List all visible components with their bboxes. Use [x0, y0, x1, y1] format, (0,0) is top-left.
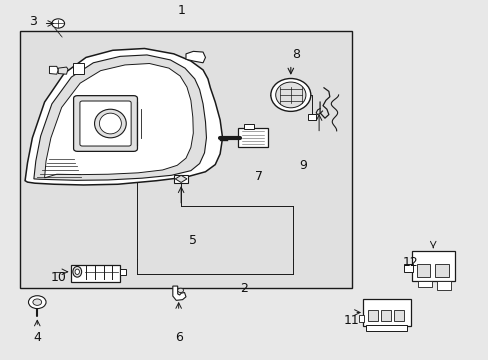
FancyBboxPatch shape [362, 299, 410, 326]
Polygon shape [58, 67, 68, 74]
Polygon shape [172, 286, 185, 300]
Bar [174, 175, 187, 183]
Ellipse shape [73, 266, 81, 277]
Ellipse shape [94, 109, 126, 138]
Text: 1: 1 [177, 4, 184, 17]
Text: 8: 8 [291, 49, 299, 62]
Circle shape [33, 299, 41, 305]
Bar [20, 31, 351, 288]
Circle shape [28, 296, 46, 309]
Text: 9: 9 [299, 159, 306, 172]
Bar [403, 264, 412, 272]
Circle shape [52, 19, 64, 28]
Bar [244, 124, 254, 129]
Bar [434, 264, 448, 277]
Bar [417, 281, 431, 287]
Bar [367, 310, 377, 321]
Text: 12: 12 [402, 256, 417, 269]
Bar [73, 63, 83, 73]
Polygon shape [25, 49, 222, 185]
Polygon shape [49, 66, 58, 74]
Bar [366, 325, 406, 331]
Ellipse shape [275, 82, 305, 108]
Bar [358, 315, 363, 322]
Ellipse shape [75, 269, 79, 274]
Text: 5: 5 [189, 234, 197, 247]
Bar [120, 269, 126, 275]
Text: 6: 6 [174, 331, 182, 344]
Circle shape [177, 288, 183, 292]
Text: 2: 2 [240, 283, 248, 296]
Text: 3: 3 [29, 15, 37, 28]
Bar [393, 310, 403, 321]
Polygon shape [34, 55, 206, 180]
Bar [416, 264, 429, 277]
FancyBboxPatch shape [411, 251, 454, 282]
Bar [436, 281, 450, 290]
Ellipse shape [270, 78, 310, 111]
Polygon shape [175, 175, 186, 183]
Text: 11: 11 [343, 314, 358, 327]
Text: 10: 10 [51, 271, 66, 284]
Polygon shape [44, 63, 193, 178]
Text: 7: 7 [255, 170, 263, 183]
FancyBboxPatch shape [73, 96, 137, 152]
FancyBboxPatch shape [238, 128, 267, 148]
Polygon shape [185, 51, 205, 63]
Bar [307, 114, 315, 120]
Bar [380, 310, 390, 321]
FancyBboxPatch shape [80, 101, 131, 146]
Ellipse shape [99, 113, 121, 134]
Text: 4: 4 [33, 331, 41, 344]
Bar [71, 265, 120, 282]
